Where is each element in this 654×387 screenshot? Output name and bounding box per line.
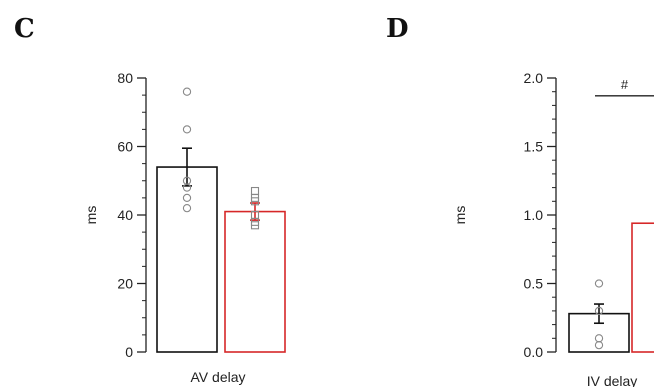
x-category-label: AV delay <box>191 369 246 385</box>
y-tick-label: 80 <box>117 70 133 86</box>
x-category-label: IV delay <box>587 373 638 387</box>
data-point <box>182 87 192 96</box>
y-tick-label: 1.0 <box>524 207 544 223</box>
data-point <box>250 197 260 206</box>
y-axis-label: ms <box>83 206 99 225</box>
bar <box>156 166 218 353</box>
data-point <box>182 193 192 203</box>
data-point <box>250 186 260 196</box>
chart-av-delay: 0 20 40 60 80 ms AV delay <box>83 70 286 385</box>
significance-marker: # <box>621 77 629 92</box>
data-point <box>594 306 604 316</box>
y-tick-label: 0.0 <box>524 344 544 360</box>
data-point <box>182 125 192 134</box>
y-tick-label: 0.5 <box>524 276 544 292</box>
bar <box>631 222 654 353</box>
bars <box>156 87 286 353</box>
y-tick-label: 0 <box>125 344 133 360</box>
y-axis: 0 20 40 60 80 <box>117 70 147 360</box>
bar <box>224 210 286 353</box>
data-point <box>594 340 604 350</box>
panel-label-c: C <box>14 14 35 44</box>
chart-iv-delay: 0.0 0.5 1.0 1.5 2.0 ms IV delay # <box>452 70 654 387</box>
y-axis: 0.0 0.5 1.0 1.5 2.0 <box>524 70 557 360</box>
data-point <box>182 183 192 192</box>
y-axis-label: ms <box>452 206 468 225</box>
y-tick-label: 1.5 <box>524 139 544 155</box>
data-point <box>182 203 192 213</box>
data-point <box>594 279 604 288</box>
data-point <box>250 221 260 230</box>
y-tick-label: 60 <box>117 139 133 155</box>
bars <box>568 95 654 353</box>
y-tick-label: 20 <box>117 276 133 292</box>
panel-label-d: D <box>386 14 409 44</box>
y-tick-label: 2.0 <box>524 70 544 86</box>
y-tick-label: 40 <box>117 207 133 223</box>
